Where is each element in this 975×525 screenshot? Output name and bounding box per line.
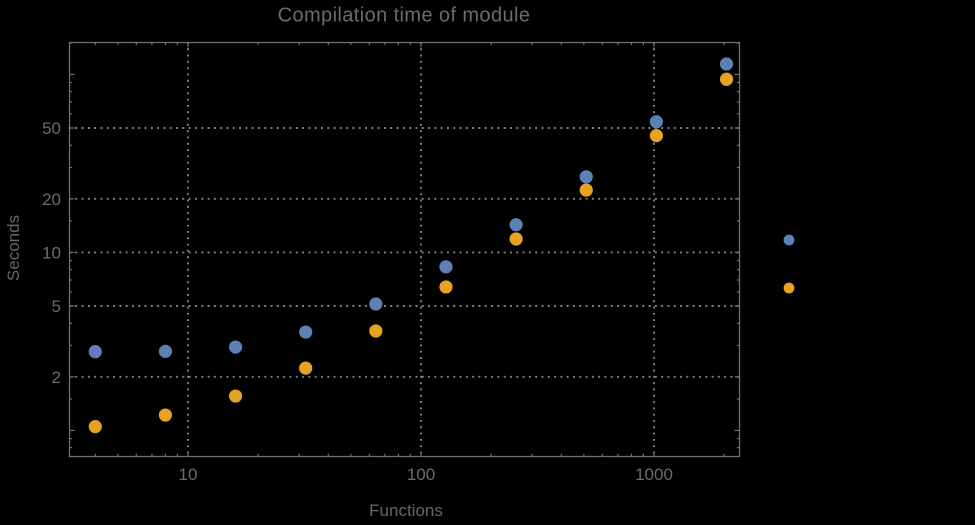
data-point-series-2-orange-x256: [509, 232, 523, 246]
data-point-series-2-orange-x8: [158, 408, 173, 422]
legend-marker-2: [783, 282, 795, 294]
data-point-series-2-orange-x32: [299, 361, 313, 375]
x-tick-label-1000: 1000: [635, 465, 673, 484]
plot-frame: [68, 41, 741, 458]
x-tick-label-100: 100: [407, 465, 435, 484]
data-point-series-1-blue-x64: [369, 297, 383, 311]
data-point-series-1-blue-x8: [158, 344, 173, 358]
data-point-series-1-blue-x256: [509, 218, 523, 232]
data-point-series-2-orange-x64: [369, 324, 383, 338]
data-point-series-1-blue-x4: [88, 345, 102, 359]
y-tick-label-20: 20: [42, 190, 61, 209]
chart-title: Compilation time of module: [277, 4, 531, 27]
y-tick-label-2: 2: [52, 368, 61, 387]
data-point-series-1-blue-x512: [579, 170, 593, 184]
data-point-series-1-blue-x128: [439, 260, 453, 274]
data-point-series-1-blue-x16: [228, 340, 243, 354]
x-axis-label: Functions: [369, 501, 443, 520]
x-tick-label-10: 10: [179, 465, 198, 484]
data-point-series-2-orange-x128: [439, 280, 453, 294]
data-point-series-1-blue-x1024: [649, 115, 663, 129]
y-tick-label-5: 5: [52, 297, 61, 316]
data-point-series-2-orange-x2048: [719, 72, 734, 86]
y-tick-label-10: 10: [42, 243, 61, 262]
legend-marker-1: [783, 234, 795, 246]
y-tick-label-50: 50: [42, 119, 61, 138]
data-point-series-2-orange-x16: [228, 389, 243, 403]
data-point-series-2-orange-x1024: [649, 129, 663, 143]
data-point-series-2-orange-x4: [88, 420, 102, 434]
data-point-series-1-blue-x32: [299, 325, 313, 339]
data-point-series-2-orange-x512: [579, 183, 593, 197]
data-point-series-1-blue-x2048: [719, 57, 734, 71]
